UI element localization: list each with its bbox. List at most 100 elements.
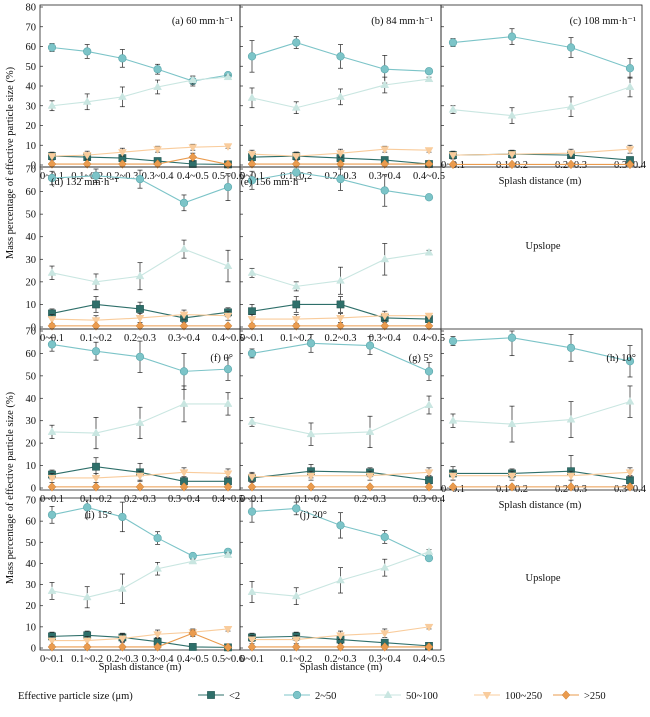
data-point bbox=[82, 642, 92, 652]
data-point bbox=[306, 339, 316, 348]
data-point bbox=[135, 418, 145, 426]
panel-a-ytick-label: 10 bbox=[26, 141, 37, 152]
panel-i-xtick-label: 0.1~0.2 bbox=[71, 654, 103, 665]
data-point bbox=[424, 159, 434, 169]
data-point bbox=[247, 642, 257, 652]
data-point bbox=[306, 429, 316, 438]
data-point bbox=[424, 193, 434, 202]
data-point bbox=[336, 642, 345, 652]
data-point bbox=[247, 268, 257, 276]
data-point bbox=[92, 462, 100, 471]
panel-g-series-line bbox=[251, 342, 430, 372]
data-point bbox=[507, 472, 517, 481]
data-point bbox=[566, 43, 576, 52]
data-point bbox=[247, 482, 257, 492]
data-point bbox=[625, 146, 635, 154]
data-point bbox=[82, 592, 92, 601]
panel-a-xtick-label: 0.2~0.3 bbox=[106, 171, 138, 182]
panel-g-series-line bbox=[251, 470, 430, 481]
data-point bbox=[223, 159, 233, 170]
data-point bbox=[336, 92, 345, 100]
panel-f-xtick-label: 0~0.1 bbox=[40, 494, 64, 505]
data-point bbox=[223, 399, 233, 407]
data-point bbox=[135, 175, 145, 184]
panel-d-series-1 bbox=[47, 168, 233, 212]
data-point bbox=[625, 397, 635, 405]
data-point bbox=[118, 512, 127, 522]
data-point bbox=[380, 254, 390, 263]
data-point bbox=[223, 482, 233, 492]
data-point bbox=[247, 151, 257, 159]
data-point bbox=[91, 428, 101, 436]
panel-j-xtick-label: 0.4~0.5 bbox=[413, 654, 445, 665]
panel-j-series-3 bbox=[247, 623, 434, 645]
data-point bbox=[247, 417, 257, 425]
data-point bbox=[247, 507, 257, 516]
data-point bbox=[625, 469, 635, 477]
data-point bbox=[118, 642, 127, 652]
panel-d-series-2 bbox=[47, 239, 233, 291]
data-point bbox=[153, 146, 162, 154]
panel-g-series-line bbox=[251, 404, 430, 435]
data-point bbox=[448, 105, 458, 113]
data-point bbox=[247, 473, 257, 482]
data-point bbox=[507, 159, 517, 170]
panel-h-frame bbox=[440, 328, 643, 491]
data-point bbox=[179, 198, 189, 207]
x-axis-label-i: Splash distance (m) bbox=[99, 662, 182, 673]
panel-i-ytick-label: 20 bbox=[26, 601, 37, 612]
data-point bbox=[47, 340, 57, 349]
data-point bbox=[248, 307, 256, 316]
data-point bbox=[247, 316, 257, 324]
data-point bbox=[247, 349, 257, 358]
panel-a: 010203040506070800~0.10.1~0.20.2~0.30.3~… bbox=[26, 3, 244, 183]
panel-h-series-0 bbox=[449, 455, 634, 488]
panel-a-series-line bbox=[51, 145, 229, 157]
static-labels: Mass percentage of effective particle si… bbox=[5, 66, 582, 673]
panel-a-series-line bbox=[51, 46, 229, 82]
data-point bbox=[424, 67, 434, 76]
data-point bbox=[188, 144, 198, 152]
data-point bbox=[424, 74, 434, 83]
legend-marker bbox=[383, 690, 393, 698]
legend-label: <2 bbox=[229, 691, 240, 702]
panel-g-series-0 bbox=[248, 464, 433, 485]
data-point bbox=[566, 159, 576, 170]
data-point bbox=[223, 321, 233, 331]
data-point bbox=[336, 321, 345, 331]
data-point bbox=[223, 642, 233, 653]
data-point bbox=[336, 632, 345, 640]
data-point bbox=[135, 321, 145, 331]
data-point bbox=[118, 584, 127, 592]
panel-f-xtick-label: 0.2~0.3 bbox=[124, 494, 156, 505]
panels-layer: 010203040506070800~0.10.1~0.20.2~0.30.3~… bbox=[26, 3, 647, 666]
data-point bbox=[135, 271, 145, 280]
data-point bbox=[179, 469, 189, 477]
panel-b-title: (b) 84 mm·h⁻¹ bbox=[371, 16, 433, 27]
panel-g-series-1 bbox=[247, 334, 434, 381]
panel-b-xtick-label: 0.3~0.4 bbox=[369, 171, 402, 182]
data-point bbox=[424, 147, 434, 155]
panel-c-series-0 bbox=[449, 150, 634, 164]
data-point bbox=[153, 533, 162, 543]
data-point bbox=[291, 591, 301, 600]
x-axis-label-h: Splash distance (m) bbox=[499, 500, 582, 511]
data-point bbox=[625, 482, 635, 492]
data-point bbox=[47, 153, 57, 161]
panel-f-xtick-label: 0.1~0.2 bbox=[80, 494, 112, 505]
data-point bbox=[91, 321, 101, 331]
panel-b-xtick-label: 0.4~0.5 bbox=[413, 171, 445, 182]
panel-g-xtick-label: 0~0.1 bbox=[240, 494, 264, 505]
data-point bbox=[306, 482, 316, 492]
data-point bbox=[118, 635, 127, 644]
data-point bbox=[47, 159, 57, 169]
data-point bbox=[448, 336, 458, 346]
data-point bbox=[380, 146, 390, 154]
data-point bbox=[47, 43, 57, 52]
data-point bbox=[47, 482, 57, 492]
data-point bbox=[91, 347, 101, 356]
panel-h-series-line bbox=[453, 471, 631, 477]
data-point bbox=[336, 521, 345, 530]
data-point bbox=[380, 642, 390, 652]
